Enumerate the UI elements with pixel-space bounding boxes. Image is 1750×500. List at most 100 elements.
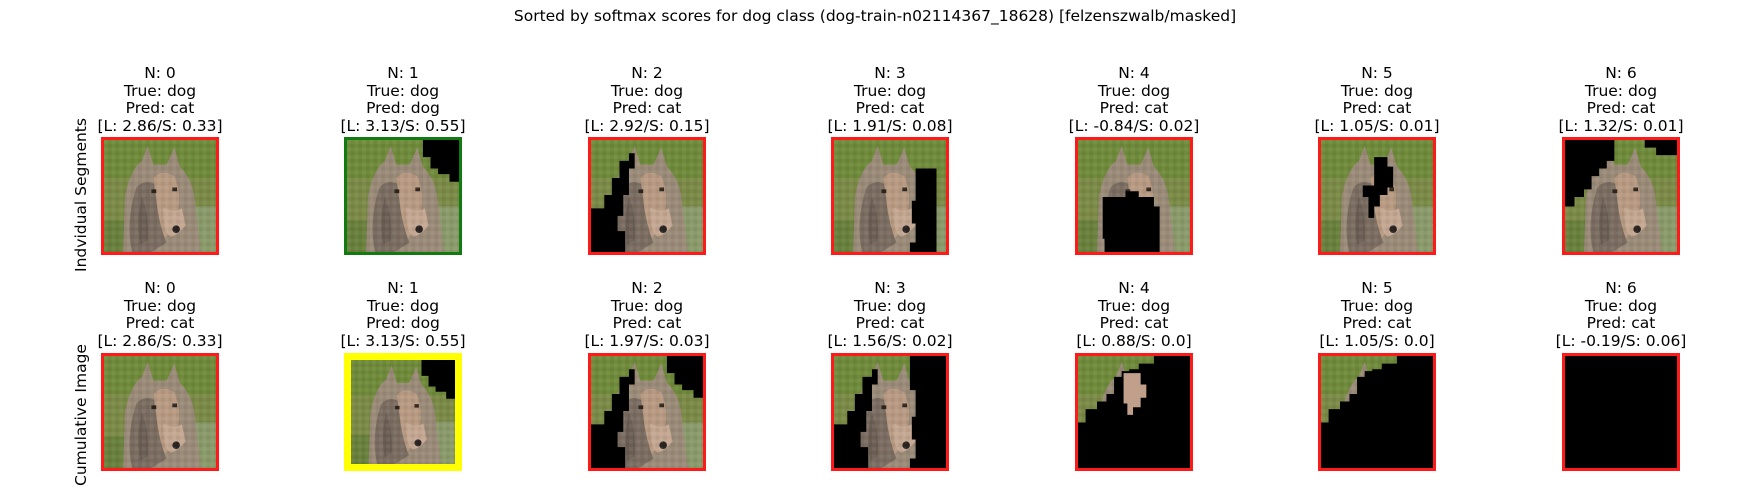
pred-label: Pred: cat	[125, 99, 195, 117]
true-label: True: dog	[853, 296, 927, 315]
segment-image	[1075, 353, 1193, 471]
panel-caption: N: 5 True: dog Pred: cat [L: 1.05/S: 0.01]	[1252, 64, 1502, 135]
cumulative-panel: N: 0 True: dog Pred: cat [L: 2.86/S: 0.33]	[35, 279, 285, 471]
true-label: True: dog	[366, 81, 440, 100]
pred-label: Pred: dog	[366, 314, 440, 332]
segment-image	[1318, 137, 1436, 255]
panel-index-label: N: 3	[874, 64, 906, 82]
row-label-cumulative-image: Cumulative Image	[72, 344, 90, 486]
cumulative-panel: N: 6 True: dog Pred: cat [L: -0.19/S: 0.06]	[1496, 279, 1746, 471]
pred-label: Pred: cat	[855, 99, 925, 117]
cumulative-panel: N: 3 True: dog Pred: cat [L: 1.56/S: 0.02]	[765, 279, 1015, 471]
pred-label: Pred: dog	[366, 99, 440, 117]
panel-index-label: N: 0	[144, 64, 176, 82]
segment-panel: N: 6 True: dog Pred: cat [L: 1.32/S: 0.01]	[1496, 64, 1746, 255]
segment-image	[831, 353, 949, 471]
panel-caption: N: 1 True: dog Pred: dog [L: 3.13/S: 0.55]	[278, 64, 528, 135]
panel-caption: N: 3 True: dog Pred: cat [L: 1.56/S: 0.02]	[765, 279, 1015, 350]
panel-caption: N: 4 True: dog Pred: cat [L: -0.84/S: 0.02]	[1009, 64, 1259, 135]
pred-label: Pred: cat	[612, 314, 682, 332]
true-label: True: dog	[1340, 296, 1414, 315]
true-label: True: dog	[123, 296, 197, 315]
segment-image	[101, 137, 219, 255]
segment-image	[588, 137, 706, 255]
pred-label: Pred: cat	[1342, 314, 1412, 332]
panel-index-label: N: 3	[874, 279, 906, 297]
panel-caption: N: 0 True: dog Pred: cat [L: 2.86/S: 0.33]	[35, 279, 285, 350]
panel-index-label: N: 1	[387, 64, 419, 82]
score-label: [L: 2.92/S: 0.15]	[584, 116, 710, 135]
panel-caption: N: 6 True: dog Pred: cat [L: -0.19/S: 0.06]	[1496, 279, 1746, 350]
panel-caption: N: 3 True: dog Pred: cat [L: 1.91/S: 0.08]	[765, 64, 1015, 135]
cumulative-panel: N: 5 True: dog Pred: cat [L: 1.05/S: 0.0]	[1252, 279, 1502, 471]
score-label: [L: 3.13/S: 0.55]	[340, 116, 466, 135]
score-label: [L: 1.05/S: 0.0]	[1319, 331, 1435, 350]
score-label: [L: 1.56/S: 0.02]	[827, 331, 953, 350]
pred-label: Pred: cat	[612, 99, 682, 117]
score-label: [L: 1.91/S: 0.08]	[827, 116, 953, 135]
score-label: [L: 0.88/S: 0.0]	[1076, 331, 1192, 350]
panel-index-label: N: 4	[1118, 279, 1150, 297]
score-label: [L: 2.86/S: 0.33]	[97, 331, 223, 350]
segment-image	[1562, 353, 1680, 471]
cumulative-panel: N: 2 True: dog Pred: cat [L: 1.97/S: 0.03]	[522, 279, 772, 471]
panel-index-label: N: 4	[1118, 64, 1150, 82]
segment-panel: N: 1 True: dog Pred: dog [L: 3.13/S: 0.55]	[278, 64, 528, 255]
pred-label: Pred: cat	[1099, 99, 1169, 117]
true-label: True: dog	[123, 81, 197, 100]
pred-label: Pred: cat	[1586, 99, 1656, 117]
score-label: [L: 1.97/S: 0.03]	[584, 331, 710, 350]
segment-image	[1318, 353, 1436, 471]
cumulative-panel: N: 4 True: dog Pred: cat [L: 0.88/S: 0.0]	[1009, 279, 1259, 471]
score-label: [L: -0.84/S: 0.02]	[1068, 116, 1200, 135]
pred-label: Pred: cat	[125, 314, 195, 332]
score-label: [L: 1.32/S: 0.01]	[1558, 116, 1684, 135]
segment-panel: N: 5 True: dog Pred: cat [L: 1.05/S: 0.01]	[1252, 64, 1502, 255]
panel-index-label: N: 6	[1605, 64, 1637, 82]
true-label: True: dog	[610, 81, 684, 100]
score-label: [L: 1.05/S: 0.01]	[1314, 116, 1440, 135]
segment-panel: N: 0 True: dog Pred: cat [L: 2.86/S: 0.33]	[35, 64, 285, 255]
pred-label: Pred: cat	[855, 314, 925, 332]
panel-index-label: N: 5	[1361, 64, 1393, 82]
segment-image	[831, 137, 949, 255]
segment-panel: N: 3 True: dog Pred: cat [L: 1.91/S: 0.08]	[765, 64, 1015, 255]
panel-index-label: N: 0	[144, 279, 176, 297]
panel-caption: N: 1 True: dog Pred: dog [L: 3.13/S: 0.55]	[278, 279, 528, 350]
true-label: True: dog	[1097, 296, 1171, 315]
segment-panel: N: 4 True: dog Pred: cat [L: -0.84/S: 0.02]	[1009, 64, 1259, 255]
panel-caption: N: 5 True: dog Pred: cat [L: 1.05/S: 0.0]	[1252, 279, 1502, 350]
segment-image	[344, 137, 462, 255]
row-label-individual-segments: Indvidual Segments	[72, 118, 90, 272]
true-label: True: dog	[853, 81, 927, 100]
segment-image	[1075, 137, 1193, 255]
figure-title: Sorted by softmax scores for dog class (…	[513, 7, 1237, 25]
true-label: True: dog	[1584, 296, 1658, 315]
true-label: True: dog	[1340, 81, 1414, 100]
score-label: [L: 2.86/S: 0.33]	[97, 116, 223, 135]
segment-image	[1562, 137, 1680, 255]
pred-label: Pred: cat	[1586, 314, 1656, 332]
panel-caption: N: 0 True: dog Pred: cat [L: 2.86/S: 0.33]	[35, 64, 285, 135]
panel-index-label: N: 2	[631, 64, 663, 82]
panel-caption: N: 2 True: dog Pred: cat [L: 1.97/S: 0.03]	[522, 279, 772, 350]
score-label: [L: 3.13/S: 0.55]	[340, 331, 466, 350]
true-label: True: dog	[1097, 81, 1171, 100]
panel-index-label: N: 6	[1605, 279, 1637, 297]
panel-caption: N: 4 True: dog Pred: cat [L: 0.88/S: 0.0]	[1009, 279, 1259, 350]
pred-label: Pred: cat	[1342, 99, 1412, 117]
segment-image	[588, 353, 706, 471]
cumulative-panel: N: 1 True: dog Pred: dog [L: 3.13/S: 0.55]	[278, 279, 528, 471]
segment-panel: N: 2 True: dog Pred: cat [L: 2.92/S: 0.15]	[522, 64, 772, 255]
true-label: True: dog	[610, 296, 684, 315]
segment-image	[344, 353, 462, 471]
pred-label: Pred: cat	[1099, 314, 1169, 332]
panel-caption: N: 6 True: dog Pred: cat [L: 1.32/S: 0.01]	[1496, 64, 1746, 135]
score-label: [L: -0.19/S: 0.06]	[1555, 331, 1687, 350]
panel-index-label: N: 2	[631, 279, 663, 297]
panel-index-label: N: 1	[387, 279, 419, 297]
true-label: True: dog	[1584, 81, 1658, 100]
segment-image	[101, 353, 219, 471]
panel-caption: N: 2 True: dog Pred: cat [L: 2.92/S: 0.15]	[522, 64, 772, 135]
panel-index-label: N: 5	[1361, 279, 1393, 297]
